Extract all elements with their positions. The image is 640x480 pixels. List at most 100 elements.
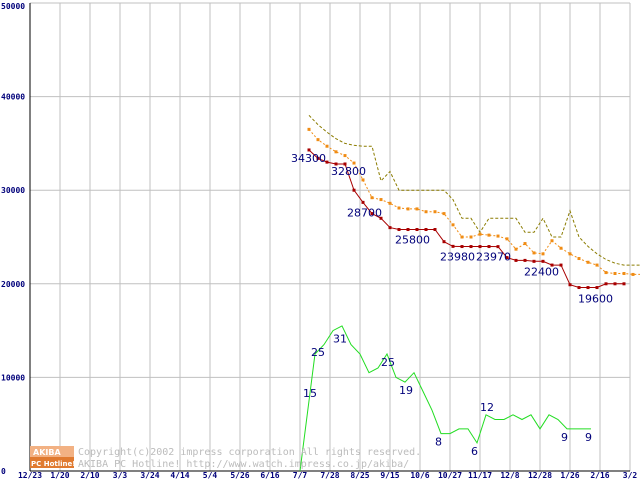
data-label: 12 [480,401,494,414]
data-point-average [541,252,545,256]
data-point-average [343,154,347,158]
x-tick-label: 4/14 [170,471,189,480]
x-tick-label: 2/10 [80,471,99,480]
data-point-min [307,148,311,152]
data-point-average [604,271,608,275]
data-label: 9 [585,431,592,444]
data-point-min [415,228,419,232]
data-label: 28700 [347,206,382,219]
x-tick-label: 3/24 [140,471,159,480]
logo-top-box [30,446,74,457]
data-point-min [343,162,347,166]
x-tick-label: 12/23 [18,471,42,480]
data-point-min [388,226,392,230]
data-labels: 34300 32800 28700 25800 23980 23970 22400 19600… [291,152,613,458]
data-point-min [397,228,401,232]
data-point-min [325,160,329,164]
data-label: 23980 [440,251,475,264]
data-label: 31 [333,333,347,346]
data-label: 25 [381,356,395,369]
data-label: 32800 [331,165,366,178]
x-tick-label: 2/16 [590,471,609,480]
data-point-min [379,216,383,220]
data-point-min [460,245,464,249]
x-tick-label: 7/7 [293,471,308,480]
x-tick-label: 6/16 [260,471,279,480]
data-label: 19 [399,384,413,397]
data-point-average [559,246,563,250]
x-tick-label: 5/4 [203,471,218,480]
data-point-average [307,127,311,131]
x-tick-label: 12/28 [528,471,552,480]
data-label: 19600 [578,293,613,306]
data-point-min [550,263,554,267]
grid-lines [29,2,631,472]
data-point-average [577,257,581,261]
x-tick-label: 10/27 [438,471,462,480]
data-point-min [487,245,491,249]
data-point-min [577,286,581,290]
data-point-average [361,178,365,182]
data-point-average [316,138,320,142]
data-point-min [586,286,590,290]
data-point-min [469,245,473,249]
logo-top-text: AKIBA [33,448,61,457]
data-label: 25800 [395,234,430,247]
data-point-min [496,245,500,249]
data-point-average [397,206,401,210]
y-tick-label: 40000 [1,93,25,102]
x-tick-label: 1/26 [560,471,579,480]
data-point-average [379,198,383,202]
data-label: 23970 [476,251,511,264]
series-markers [307,127,635,290]
site-text: AKIBA PC Hotline! http://www.watch.impre… [78,459,409,470]
data-point-average [424,210,428,214]
x-tick-label: 9/15 [380,471,399,480]
data-point-min [316,156,320,160]
data-point-min [559,263,563,267]
data-point-average [568,252,572,256]
data-point-average [334,150,338,154]
series-line-count [299,325,591,472]
data-point-average [586,260,590,264]
data-point-min [568,283,572,287]
data-point-average [370,196,374,200]
data-point-min [352,188,356,192]
y-tick-label: 10000 [1,373,25,382]
x-tick-label: 11/17 [468,471,492,480]
x-tick-label: 12/8 [500,471,519,480]
data-point-average [550,239,554,243]
data-point-min [604,282,608,286]
data-label: 25 [311,346,325,359]
data-point-min [514,258,518,262]
data-point-min [505,256,509,260]
data-point-average [433,210,437,214]
data-label: 6 [471,445,478,458]
data-label: 22400 [524,265,559,278]
data-point-min [613,282,617,286]
data-point-average [514,247,518,251]
data-point-average [505,237,509,241]
data-point-average [622,272,626,276]
data-point-average [487,233,491,237]
data-point-average [388,201,392,205]
data-point-average [496,234,500,238]
data-point-average [352,161,356,165]
data-point-min [442,240,446,244]
data-point-min [370,212,374,216]
logo-bottom-text: PC Hotline! [31,460,75,468]
data-point-min [595,286,599,290]
x-tick-label: 7/28 [320,471,339,480]
y-tick-label: 30000 [1,186,25,195]
data-point-average [451,223,455,227]
data-point-min [541,259,545,263]
footer-watermark: AKIBA PC Hotline! Copyright(c)2002 impre… [30,446,421,470]
data-point-min [334,162,338,166]
x-tick-label: 8/25 [350,471,369,480]
data-point-min [451,244,455,248]
y-tick-label: 0 [1,467,6,476]
copyright-text: Copyright(c)2002 impress corporation All… [78,447,421,458]
data-point-min [532,259,536,263]
